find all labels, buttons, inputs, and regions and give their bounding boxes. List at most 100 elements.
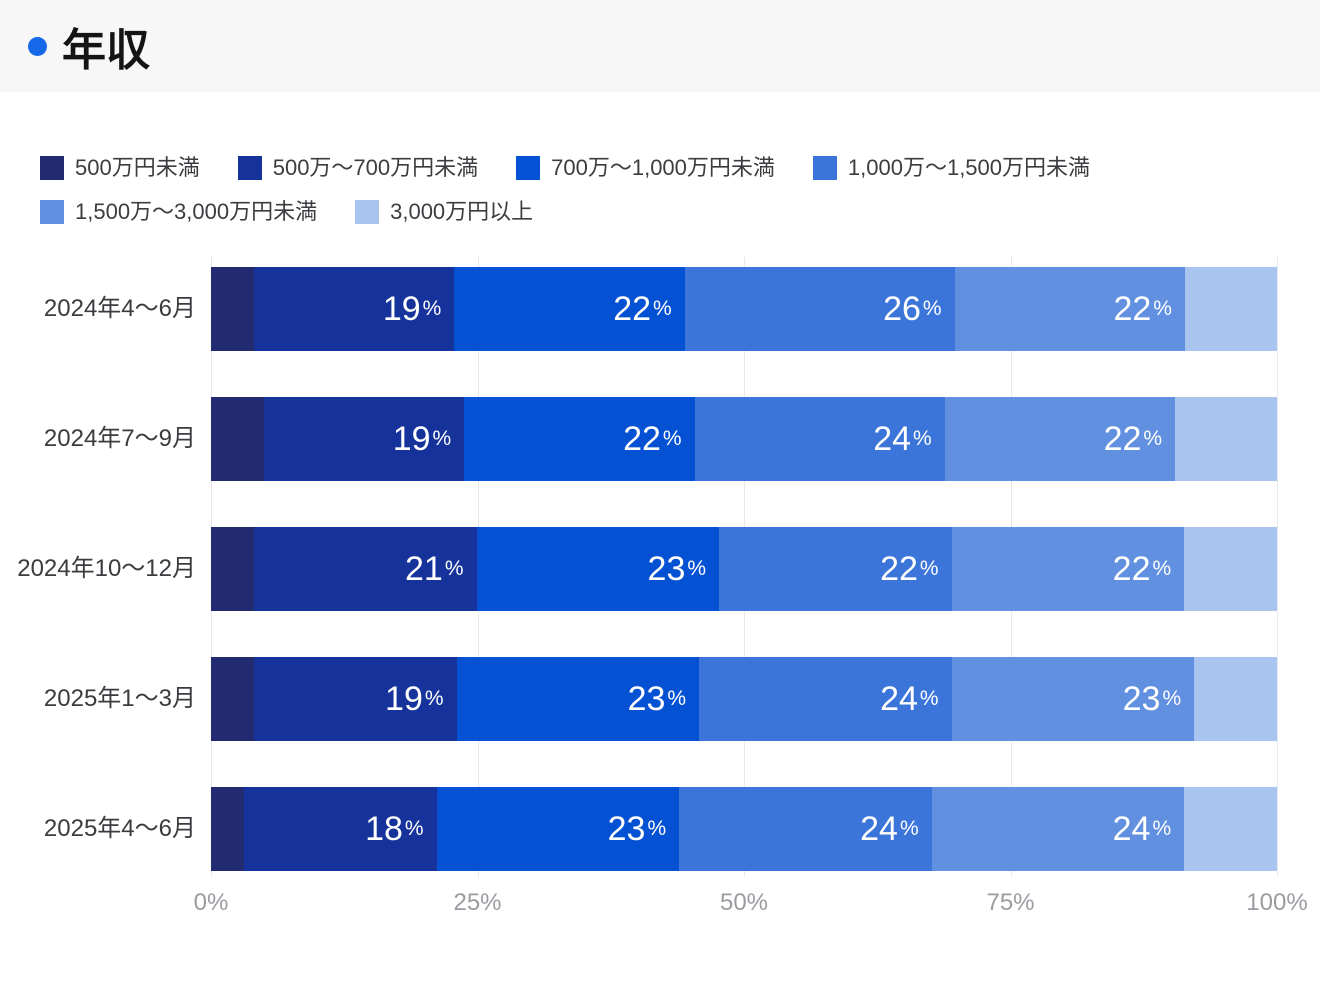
bar-segment xyxy=(211,657,254,741)
stacked-bar: 19% 22% 26% 22% xyxy=(211,267,1277,351)
bar-segment: 24% xyxy=(931,787,1185,871)
segment-value: 19 xyxy=(382,290,421,328)
bar-segment: 22% xyxy=(951,527,1185,611)
segment-value: 24 xyxy=(880,680,918,718)
segment-value: 22 xyxy=(880,550,918,588)
bar-segment xyxy=(1184,267,1277,351)
bar-segment xyxy=(211,397,264,481)
segment-value: 22 xyxy=(613,290,652,328)
legend-label: 500万〜700万円未満 xyxy=(272,155,479,180)
segment-value: 18 xyxy=(365,810,403,848)
segment-value: 22 xyxy=(1103,420,1142,458)
bar-segment: 18% xyxy=(243,787,437,871)
legend-label: 500万円未満 xyxy=(75,155,200,180)
stacked-bar: 19% 23% 24% 23% xyxy=(211,657,1277,741)
segment-value: 23 xyxy=(1122,680,1161,718)
legend-label: 3,000万円以上 xyxy=(390,199,534,224)
row-label: 2025年4〜6月 xyxy=(43,815,196,842)
bar-segment xyxy=(211,787,244,871)
legend-swatch-icon xyxy=(237,156,262,180)
bar-segment xyxy=(1194,657,1277,741)
bar-segment xyxy=(1184,527,1278,611)
segment-unit: % xyxy=(444,557,464,580)
segment-unit: % xyxy=(1153,297,1172,320)
legend-swatch-icon xyxy=(355,200,380,224)
segment-unit: % xyxy=(919,687,939,710)
page-title: 年収 xyxy=(62,26,150,75)
bar-segment: 19% xyxy=(253,657,457,741)
bar-segment: 26% xyxy=(684,267,955,351)
bar-segment: 24% xyxy=(699,657,952,741)
bar-segment: 22% xyxy=(954,267,1185,351)
legend-item: 1,500万〜3,000万円未満 xyxy=(40,200,317,224)
segment-unit: % xyxy=(667,687,687,710)
segment-unit: % xyxy=(647,817,667,840)
segment-value: 22 xyxy=(623,420,661,458)
segment-unit: % xyxy=(899,817,919,840)
legend-swatch-icon xyxy=(516,156,541,180)
legend-label: 700万〜1,000万円未満 xyxy=(551,155,775,180)
segment-value: 19 xyxy=(392,420,431,458)
segment-unit: % xyxy=(432,427,452,450)
bar-segment: 21% xyxy=(253,527,477,611)
row-label: 2025年1〜3月 xyxy=(43,685,196,712)
bar-segment: 22% xyxy=(454,267,685,351)
bar-segment xyxy=(211,527,254,611)
stacked-bar: 19% 22% 24% 22% xyxy=(211,397,1277,481)
title-bullet-icon xyxy=(28,36,47,56)
x-axis-tick: 0% xyxy=(193,889,229,916)
bar-segment xyxy=(211,267,254,351)
row-label: 2024年7〜9月 xyxy=(43,425,196,452)
bar-segment: 23% xyxy=(951,657,1195,741)
segment-unit: % xyxy=(687,557,707,580)
bar-segment: 24% xyxy=(679,787,932,871)
bar-segment: 23% xyxy=(456,657,700,741)
gridline xyxy=(1277,257,1278,877)
segment-unit: % xyxy=(1152,817,1172,840)
segment-value: 19 xyxy=(385,680,423,718)
segment-unit: % xyxy=(913,427,932,450)
legend-swatch-icon xyxy=(812,156,837,180)
bar-segment xyxy=(1175,397,1277,481)
segment-unit: % xyxy=(404,817,424,840)
legend-label: 1,000万〜1,500万円未満 xyxy=(847,155,1091,180)
segment-unit: % xyxy=(1152,557,1172,580)
legend-swatch-icon xyxy=(40,200,64,224)
x-axis-tick: 25% xyxy=(453,889,502,916)
bar-segment xyxy=(1184,787,1277,871)
bar-segment: 23% xyxy=(436,787,680,871)
bar-segment: 24% xyxy=(694,397,945,481)
segment-unit: % xyxy=(919,557,939,580)
legend-item: 3,000万円以上 xyxy=(355,200,533,224)
x-axis-tick: 100% xyxy=(1246,889,1308,916)
segment-value: 24 xyxy=(873,420,912,458)
legend-item: 500万〜700万円未満 xyxy=(237,155,479,180)
segment-value: 23 xyxy=(627,680,666,718)
bar-segment: 23% xyxy=(476,527,720,611)
segment-unit: % xyxy=(1162,687,1182,710)
segment-value: 22 xyxy=(1113,290,1152,328)
stacked-bar: 21% 23% 22% 22% xyxy=(211,527,1278,611)
segment-value: 22 xyxy=(1112,550,1151,588)
bar-segment: 19% xyxy=(263,397,465,481)
segment-value: 21 xyxy=(405,550,443,588)
segment-value: 23 xyxy=(647,550,686,588)
segment-value: 23 xyxy=(607,810,646,848)
legend-item: 700万〜1,000万円未満 xyxy=(516,156,775,180)
chart-legend: 500万円未満 500万〜700万円未満 700万〜1,000万円未満 1,000万〜… xyxy=(40,156,1280,224)
bar-segment: 22% xyxy=(464,397,695,481)
segment-unit: % xyxy=(424,687,444,710)
segment-unit: % xyxy=(662,427,682,450)
x-axis-tick: 75% xyxy=(986,889,1035,916)
bar-segment: 19% xyxy=(253,267,455,351)
segment-value: 26 xyxy=(883,290,921,328)
legend-label: 1,500万〜3,000万円未満 xyxy=(75,199,318,224)
page-header: 年収 xyxy=(0,0,1320,92)
segment-unit: % xyxy=(422,297,442,320)
stacked-bar-chart: 19% 22% 26% 22% 19% 22% 24% 22% 21% 23% 22% 22% 19% 2… xyxy=(0,257,1320,957)
legend-item: 1,000万〜1,500万円未満 xyxy=(812,155,1091,180)
legend-swatch-icon xyxy=(40,156,64,180)
x-axis-tick: 50% xyxy=(719,889,769,916)
plot: 19% 22% 26% 22% 19% 22% 24% 22% 21% 23% 22% 22% 19% 2… xyxy=(211,257,1278,877)
stacked-bar: 18% 23% 24% 24% xyxy=(211,787,1277,871)
